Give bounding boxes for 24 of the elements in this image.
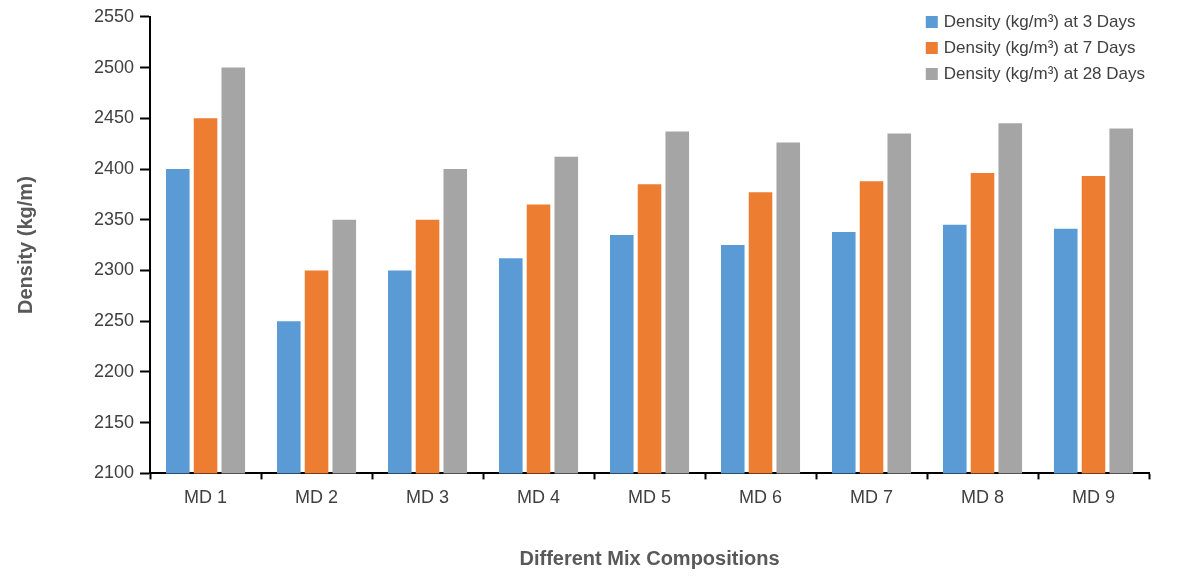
x-tick-label: MD 6 (739, 487, 783, 508)
y-tick-label: 2400 (94, 157, 135, 178)
y-tick-label: 2250 (94, 310, 135, 331)
x-tick-label: MD 7 (850, 487, 894, 508)
legend-label: Density (kg/m³) at 3 Days (943, 11, 1136, 31)
y-tick-label: 2100 (94, 462, 135, 483)
x-tick-label: MD 5 (628, 487, 672, 508)
x-tick-label: MD 4 (517, 487, 561, 508)
y-tick-label: 2450 (94, 107, 135, 128)
y-tick-label: 2200 (94, 360, 135, 381)
y-tick-label: 2350 (94, 208, 135, 229)
x-axis-title: Different Mix Compositions (519, 546, 780, 569)
x-tick-label: MD 9 (1071, 487, 1116, 508)
y-tick-label: 2150 (94, 411, 135, 432)
x-tick-label: MD 2 (295, 487, 339, 508)
legend-label: Density (kg/m³) at 7 Days (943, 37, 1136, 57)
legend-label: Density (kg/m³) at 28 Days (943, 63, 1146, 83)
y-tick-label: 2550 (94, 5, 135, 26)
y-tick-label: 2300 (94, 259, 135, 280)
x-tick-label: MD 1 (184, 487, 228, 508)
x-tick-label: MD 3 (406, 487, 450, 508)
x-tick-label: MD 8 (961, 487, 1005, 508)
y-axis-title: Density (kg/m) (13, 176, 36, 315)
y-tick-label: 2500 (94, 56, 135, 77)
